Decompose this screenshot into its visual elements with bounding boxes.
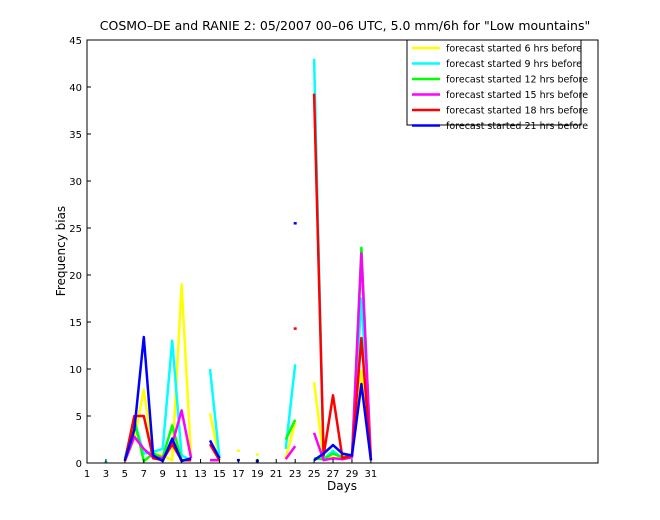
legend-label: forecast started 15 hrs before [446, 90, 588, 101]
legend: forecast started 6 hrs before forecast st… [406, 39, 588, 132]
series-line [208, 368, 221, 459]
x-tick-label: 17 [232, 469, 245, 480]
y-tick-label: 20 [69, 271, 82, 282]
plot-frame [86, 39, 599, 464]
x-tick-label: 23 [289, 469, 302, 480]
series-line [208, 439, 221, 459]
y-tick-label: 40 [69, 83, 82, 94]
x-tick-label: 31 [365, 469, 378, 480]
series-line [312, 93, 373, 461]
x-tick-label: 9 [160, 469, 166, 480]
x-tick-label: 25 [308, 469, 321, 480]
series-layer [104, 58, 373, 464]
x-tick-label: 7 [141, 469, 147, 480]
series-line [284, 422, 297, 459]
y-tick-label: 10 [69, 365, 82, 376]
y-tick-label: 25 [69, 224, 82, 235]
y-tick-label: 45 [69, 36, 82, 47]
chart-title: COSMO–DE and RANIE 2: 05/2007 00–06 UTC,… [100, 18, 590, 33]
series-line [284, 419, 297, 441]
x-tick-label: 21 [270, 469, 283, 480]
legend-label: forecast started 18 hrs before [446, 106, 588, 117]
series-line [284, 445, 297, 460]
y-axis: 0 5 10 15 20 25 30 35 40 45 [69, 36, 91, 470]
x-axis-label: Days [327, 479, 357, 493]
x-tick-label: 19 [251, 469, 264, 480]
x-tick-label: 15 [213, 469, 226, 480]
x-tick-label: 11 [175, 469, 188, 480]
legend-label: forecast started 12 hrs before [446, 75, 588, 86]
y-tick-label: 30 [69, 177, 82, 188]
y-axis-label: Frequency bias [54, 206, 68, 296]
legend-label: forecast started 9 hrs before [446, 59, 582, 70]
series-line [123, 335, 192, 463]
y-tick-label: 35 [69, 130, 82, 141]
series-line [313, 382, 373, 462]
x-tick-label: 27 [327, 469, 340, 480]
x-tick-label: 29 [346, 469, 359, 480]
x-tick-label: 1 [84, 469, 90, 480]
y-tick-label: 0 [76, 459, 82, 470]
x-tick-label: 3 [103, 469, 109, 480]
y-tick-label: 5 [76, 412, 82, 423]
x-tick-label: 13 [194, 469, 207, 480]
x-tick-label: 5 [122, 469, 128, 480]
legend-label: forecast started 6 hrs before [446, 44, 582, 55]
legend-label: forecast started 21 hrs before [446, 121, 588, 132]
x-axis: 1 3 5 7 9 11 13 15 17 19 21 23 25 27 29 31 [84, 459, 377, 480]
y-tick-label: 15 [69, 318, 82, 329]
